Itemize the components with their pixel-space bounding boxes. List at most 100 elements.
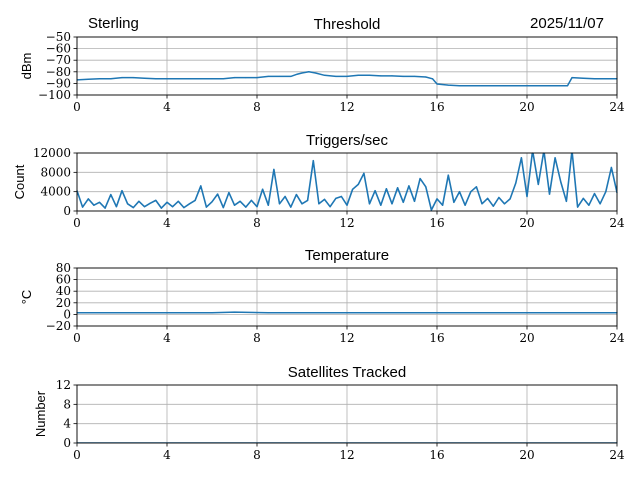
subplot-threshold: Threshold dBm 0 4 8 12 16 20 24 −50−60−70−80−90−1…: [19, 16, 625, 114]
data-point: [132, 77, 134, 79]
y-tick-label: 20: [56, 296, 71, 310]
data-point: [503, 203, 506, 205]
data-point: [560, 181, 562, 183]
data-point: [318, 203, 320, 205]
y-tick-label: 4: [63, 417, 71, 431]
data-point: [104, 207, 106, 209]
data-point: [245, 206, 247, 208]
y-tick-label: −80: [46, 65, 71, 79]
data-point: [380, 75, 382, 77]
data-point: [323, 198, 326, 200]
data-point: [458, 85, 461, 87]
data-point: [217, 193, 219, 195]
data-point: [166, 201, 168, 203]
data-point: [352, 188, 354, 190]
data-point: [357, 183, 359, 186]
data-point: [335, 197, 337, 200]
data-point: [408, 185, 410, 187]
data-point: [138, 200, 140, 202]
x-tick-label: 20: [519, 216, 534, 230]
x-tick-label: 0: [73, 100, 81, 114]
data-point: [453, 201, 455, 203]
data-point: [391, 203, 393, 205]
data-point: [273, 168, 275, 171]
data-point: [211, 312, 213, 314]
data-point: [245, 77, 247, 79]
x-tick-label: 24: [609, 100, 625, 114]
y-tick-label: −90: [46, 76, 71, 90]
series-line-threshold: [77, 71, 617, 87]
data-point: [211, 201, 213, 203]
x-tick-label: 4: [163, 100, 171, 114]
data-point: [314, 72, 317, 74]
data-point: [267, 75, 269, 78]
data-point: [93, 204, 95, 206]
data-point: [250, 199, 252, 201]
subplot-satellites-tracked: Satellites Tracked Number 0 4 8 12 16 20 24 12 8 4 0: [33, 364, 625, 462]
data-point: [340, 195, 342, 198]
data-point: [464, 204, 466, 206]
data-point: [166, 78, 168, 80]
data-point: [301, 72, 303, 74]
data-point: [278, 312, 281, 314]
data-point: [256, 77, 258, 79]
y-tick-label: 80: [56, 261, 71, 275]
data-point: [436, 83, 438, 85]
data-point: [121, 77, 123, 79]
data-point: [143, 206, 146, 208]
data-point: [447, 84, 449, 86]
y-tick-label: −100: [38, 88, 71, 102]
data-point: [323, 74, 326, 76]
data-point: [172, 206, 174, 208]
subplot-triggers-sec: Triggers/sec Count 0 4 8 12 16 20 24 12000 8000 400…: [12, 132, 625, 230]
data-point: [548, 85, 551, 87]
x-tick-label: 4: [163, 331, 171, 345]
data-point: [160, 207, 162, 209]
data-point: [143, 77, 146, 79]
data-point: [267, 204, 269, 206]
x-tick-label: 16: [429, 216, 444, 230]
data-point: [290, 206, 292, 208]
x-tick-label: 0: [73, 331, 81, 345]
data-point: [413, 75, 416, 78]
data-point: [475, 186, 477, 188]
x-tick-label: 4: [163, 216, 171, 230]
data-point: [605, 78, 607, 80]
date-label: 2025/11/07: [530, 15, 604, 32]
data-point: [577, 206, 579, 208]
data-point: [431, 78, 434, 80]
data-point: [492, 205, 494, 207]
data-point: [526, 195, 528, 198]
data-point: [155, 199, 157, 201]
data-point: [183, 207, 185, 209]
data-point: [87, 78, 89, 80]
x-tick-label: 16: [429, 331, 444, 345]
data-point: [155, 78, 157, 80]
x-tick-label: 12: [339, 100, 354, 114]
data-point: [295, 193, 297, 196]
y-tick-label: 8: [63, 397, 71, 411]
x-tick-label: 0: [73, 216, 81, 230]
chart-title: Triggers/sec: [306, 132, 388, 149]
x-tick-label: 8: [253, 331, 261, 345]
axes-frame: [76, 36, 618, 96]
x-tick-label: 20: [519, 448, 534, 462]
data-point: [582, 197, 584, 200]
data-point: [487, 197, 489, 200]
data-point: [188, 203, 191, 205]
data-point: [548, 193, 551, 195]
data-point: [605, 191, 607, 193]
data-point: [284, 195, 286, 198]
data-point: [233, 77, 236, 79]
data-point: [610, 166, 612, 169]
data-point: [402, 201, 404, 203]
data-point: [368, 203, 371, 205]
y-tick-label: −20: [46, 319, 71, 333]
data-point: [188, 78, 191, 80]
data-point: [391, 75, 393, 77]
series-line-temperature: [77, 311, 617, 314]
x-tick-label: 12: [339, 216, 354, 230]
data-point: [442, 204, 444, 206]
data-point: [296, 73, 299, 75]
